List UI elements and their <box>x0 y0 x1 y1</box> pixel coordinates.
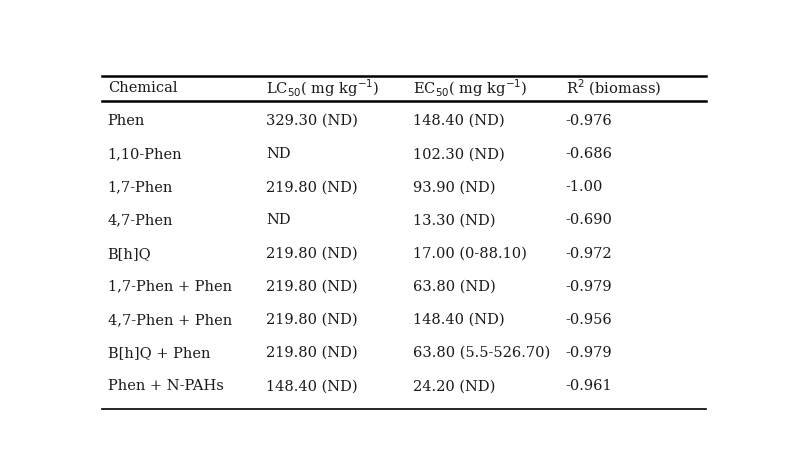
Text: 13.30 (ND): 13.30 (ND) <box>413 213 496 227</box>
Text: 93.90 (ND): 93.90 (ND) <box>413 180 496 194</box>
Text: -0.976: -0.976 <box>566 114 612 128</box>
Text: -0.956: -0.956 <box>566 313 612 327</box>
Text: 17.00 (0-88.10): 17.00 (0-88.10) <box>413 247 527 261</box>
Text: 329.30 (ND): 329.30 (ND) <box>266 114 359 128</box>
Text: 4,7-Phen: 4,7-Phen <box>108 213 173 227</box>
Text: -0.686: -0.686 <box>566 147 613 161</box>
Text: 1,7-Phen + Phen: 1,7-Phen + Phen <box>108 280 232 294</box>
Text: -0.979: -0.979 <box>566 346 612 360</box>
Text: R$^{2}$ (biomass): R$^{2}$ (biomass) <box>566 78 661 98</box>
Text: 24.20 (ND): 24.20 (ND) <box>413 379 496 393</box>
Text: 219.80 (ND): 219.80 (ND) <box>266 313 358 327</box>
Text: 219.80 (ND): 219.80 (ND) <box>266 180 358 194</box>
Text: 4,7-Phen + Phen: 4,7-Phen + Phen <box>108 313 232 327</box>
Text: 1,7-Phen: 1,7-Phen <box>108 180 173 194</box>
Text: 219.80 (ND): 219.80 (ND) <box>266 346 358 360</box>
Text: ND: ND <box>266 213 291 227</box>
Text: 148.40 (ND): 148.40 (ND) <box>413 313 504 327</box>
Text: -0.690: -0.690 <box>566 213 612 227</box>
Text: 63.80 (5.5-526.70): 63.80 (5.5-526.70) <box>413 346 550 360</box>
Text: Phen + N-PAHs: Phen + N-PAHs <box>108 379 224 393</box>
Text: 148.40 (ND): 148.40 (ND) <box>413 114 504 128</box>
Text: Chemical: Chemical <box>108 81 177 95</box>
Text: 219.80 (ND): 219.80 (ND) <box>266 280 358 294</box>
Text: 148.40 (ND): 148.40 (ND) <box>266 379 358 393</box>
Text: 219.80 (ND): 219.80 (ND) <box>266 247 358 261</box>
Text: -1.00: -1.00 <box>566 180 603 194</box>
Text: 1,10-Phen: 1,10-Phen <box>108 147 182 161</box>
Text: -0.979: -0.979 <box>566 280 612 294</box>
Text: B[h]Q + Phen: B[h]Q + Phen <box>108 346 210 360</box>
Text: LC$_{50}$( mg kg$^{-1}$): LC$_{50}$( mg kg$^{-1}$) <box>266 77 380 99</box>
Text: -0.972: -0.972 <box>566 247 612 261</box>
Text: -0.961: -0.961 <box>566 379 612 393</box>
Text: 102.30 (ND): 102.30 (ND) <box>413 147 505 161</box>
Text: 63.80 (ND): 63.80 (ND) <box>413 280 496 294</box>
Text: Phen: Phen <box>108 114 145 128</box>
Text: ND: ND <box>266 147 291 161</box>
Text: B[h]Q: B[h]Q <box>108 247 151 261</box>
Text: EC$_{50}$( mg kg$^{-1}$): EC$_{50}$( mg kg$^{-1}$) <box>413 77 527 99</box>
